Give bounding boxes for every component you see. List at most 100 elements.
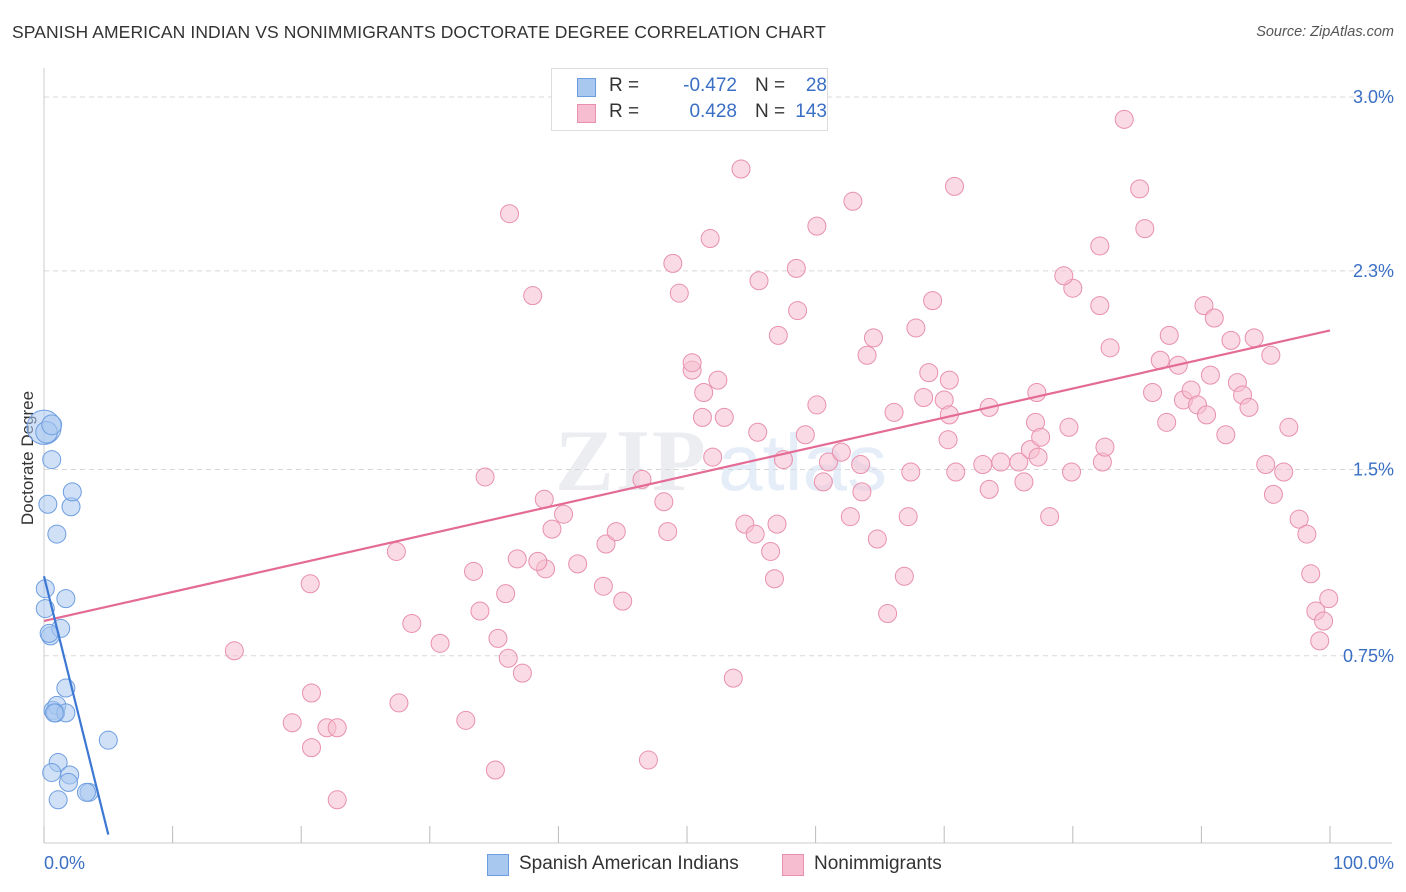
- pink-swatch: [782, 854, 804, 876]
- nonimmigrants-point: [1310, 631, 1330, 651]
- nonimmigrants-point: [500, 204, 520, 224]
- nonimmigrants-point: [840, 507, 860, 527]
- nonimmigrants-point: [1040, 507, 1060, 527]
- nonimmigrants-point: [938, 430, 958, 450]
- nonimmigrants-point: [282, 713, 302, 733]
- nonimmigrants-point: [878, 604, 898, 624]
- nonimmigrants-point: [682, 353, 702, 373]
- nonimmigrants-point: [761, 541, 781, 561]
- nonimmigrants-point: [488, 628, 508, 648]
- nonimmigrants-point: [1059, 417, 1079, 437]
- nonimmigrants-point: [663, 253, 683, 273]
- pink-swatch: [577, 104, 596, 123]
- nonimmigrants-point: [939, 370, 959, 390]
- spanish-american-indians-point: [58, 772, 78, 792]
- nonimmigrants-point: [813, 472, 833, 492]
- spanish-american-indians-point: [48, 790, 68, 810]
- nonimmigrants-point: [1256, 455, 1276, 475]
- nonimmigrants-point: [700, 229, 720, 249]
- r-value: -0.472: [683, 75, 737, 96]
- nonimmigrants-point: [745, 524, 765, 544]
- nonimmigrants-point: [1274, 462, 1294, 482]
- nonimmigrants-point: [807, 395, 827, 415]
- legend-row-spanish-american-indians: R = -0.472 N = 28: [577, 75, 827, 101]
- nonimmigrants-point: [1297, 524, 1317, 544]
- nonimmigrants-points: [224, 109, 1339, 810]
- n-value: 143: [795, 101, 827, 122]
- nonimmigrants-point: [788, 301, 808, 321]
- spanish-american-indians-point: [56, 589, 76, 609]
- nonimmigrants-point: [898, 507, 918, 527]
- nonimmigrants-point: [901, 462, 921, 482]
- nonimmigrants-point: [528, 551, 548, 571]
- spanish-american-indians-point: [41, 414, 63, 436]
- nonimmigrants-trend-line: [43, 329, 1331, 623]
- nonimmigrants-point: [224, 641, 244, 661]
- nonimmigrants-point: [1301, 564, 1321, 584]
- nonimmigrants-point: [1200, 365, 1220, 385]
- nonimmigrants-point: [638, 750, 658, 770]
- nonimmigrants-point: [946, 462, 966, 482]
- nonimmigrants-point: [402, 613, 422, 633]
- nonimmigrants-point: [1090, 236, 1110, 256]
- nonimmigrants-point: [1031, 427, 1051, 447]
- nonimmigrants-point: [979, 479, 999, 499]
- nonimmigrants-point: [692, 407, 712, 427]
- nonimmigrants-point: [914, 387, 934, 407]
- y-tick-label: 1.5%: [1353, 460, 1394, 480]
- nonimmigrants-point: [786, 258, 806, 278]
- nonimmigrants-point: [613, 591, 633, 611]
- nonimmigrants-point: [568, 554, 588, 574]
- nonimmigrants-point: [1289, 509, 1309, 529]
- nonimmigrants-point: [606, 522, 626, 542]
- nonimmigrants-point: [523, 286, 543, 306]
- spanish-american-indians-point: [38, 494, 58, 514]
- nonimmigrants-point: [831, 442, 851, 462]
- nonimmigrants-point: [1159, 325, 1179, 345]
- nonimmigrants-point: [596, 534, 616, 554]
- y-tick-label: 2.3%: [1353, 261, 1394, 281]
- nonimmigrants-point: [748, 422, 768, 442]
- nonimmigrants-point: [1279, 417, 1299, 437]
- nonimmigrants-point: [768, 325, 788, 345]
- nonimmigrants-point: [456, 710, 476, 730]
- nonimmigrants-point: [1090, 296, 1110, 316]
- nonimmigrants-point: [884, 402, 904, 422]
- blue-swatch: [577, 78, 596, 97]
- nonimmigrants-point: [542, 519, 562, 539]
- nonimmigrants-point: [496, 584, 516, 604]
- spanish-american-indians-point: [98, 730, 118, 750]
- x-tick-label: 100.0%: [1333, 853, 1394, 873]
- nonimmigrants-point: [1197, 405, 1217, 425]
- spanish-american-indians-point: [62, 482, 82, 502]
- n-value: 28: [805, 75, 827, 96]
- nonimmigrants-point: [1216, 425, 1236, 445]
- nonimmigrants-point: [512, 663, 532, 683]
- nonimmigrants-point: [723, 668, 743, 688]
- nonimmigrants-point: [944, 176, 964, 196]
- nonimmigrants-point: [1130, 179, 1150, 199]
- nonimmigrants-point: [749, 271, 769, 291]
- nonimmigrants-point: [818, 452, 838, 472]
- nonimmigrants-point: [327, 718, 347, 738]
- source-label: Source: ZipAtlas.com: [1256, 24, 1394, 40]
- spanish-american-indians-point: [39, 623, 59, 643]
- nonimmigrants-point: [430, 633, 450, 653]
- nonimmigrants-point: [767, 514, 787, 534]
- spanish-american-indians-points: [26, 409, 118, 810]
- nonimmigrants-point: [923, 291, 943, 311]
- nonimmigrants-point: [1319, 589, 1339, 609]
- chart-title: SPANISH AMERICAN INDIAN VS NONIMMIGRANTS…: [12, 22, 826, 42]
- nonimmigrants-point: [894, 566, 914, 586]
- nonimmigrants-point: [1244, 328, 1264, 348]
- series-legend: Spanish American Indians Nonimmigrants: [0, 852, 1406, 878]
- legend-label: Nonimmigrants: [814, 853, 942, 874]
- nonimmigrants-point: [863, 328, 883, 348]
- nonimmigrants-point: [694, 383, 714, 403]
- nonimmigrants-point: [669, 283, 689, 303]
- x-tick-label: 0.0%: [44, 853, 85, 873]
- nonimmigrants-point: [857, 345, 877, 365]
- nonimmigrants-point: [475, 467, 495, 487]
- correlation-legend: R = -0.472 N = 28 R = 0.428 N = 143: [551, 68, 828, 131]
- nonimmigrants-point: [795, 425, 815, 445]
